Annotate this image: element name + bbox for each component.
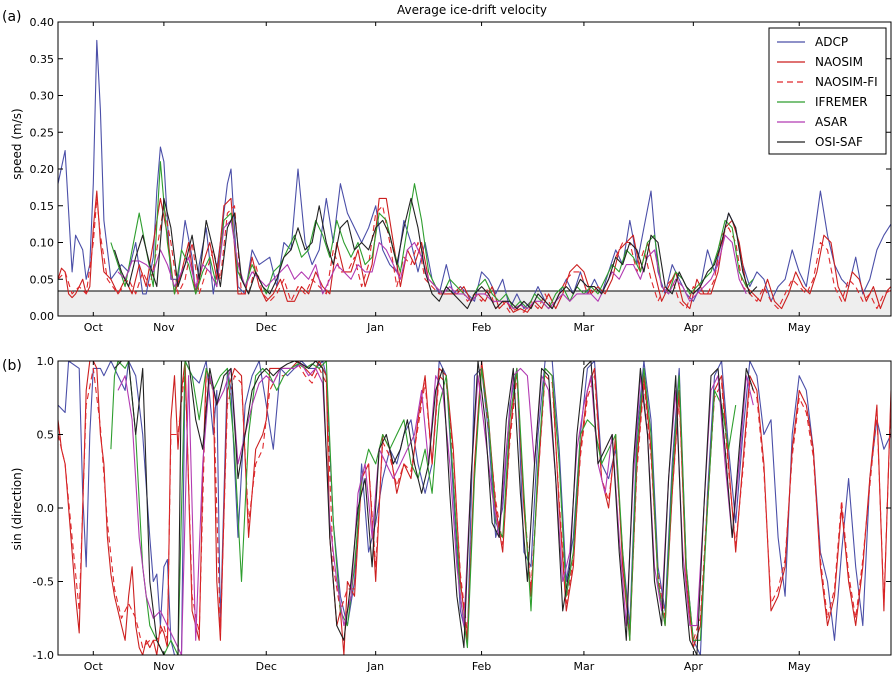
- series-line-asar: [117, 219, 747, 310]
- legend-label-naosim: NAOSIM: [815, 55, 863, 69]
- panel-b-letter: (b): [2, 358, 22, 374]
- legend-label-ifremer: IFREMER: [815, 95, 868, 109]
- legend-label-naosim-fi: NAOSIM-FI: [815, 75, 878, 89]
- x-tick-label-feb: Feb: [472, 321, 491, 334]
- x-tick-label-mar: Mar: [574, 321, 595, 334]
- x-tick-label-oct: Oct: [84, 660, 104, 673]
- y-tick-label: 0.40: [30, 16, 55, 29]
- y-tick-label: 0.5: [37, 429, 55, 442]
- panel-b-plot-area: -1.0 -0.5 0.0 0.5 1.0 Oct Nov Dec Jan Feb Mar Apr Ma…: [33, 355, 892, 673]
- panel-a-letter: (a): [2, 9, 22, 25]
- x-tick-label-nov: Nov: [153, 321, 175, 334]
- x-tick-label-dec: Dec: [256, 321, 277, 334]
- x-tick-label-mar: Mar: [574, 660, 595, 673]
- y-tick-label: 0.05: [30, 273, 55, 286]
- legend-box: [768, 27, 887, 155]
- y-tick-label: 0.35: [30, 53, 55, 66]
- y-tick-label: -1.0: [33, 649, 54, 662]
- x-tick-label-jan: Jan: [366, 321, 384, 334]
- legend-label-osi-saf: OSI-SAF: [815, 135, 863, 149]
- y-tick-label: 0.10: [30, 237, 55, 250]
- y-tick-label: 0.15: [30, 200, 55, 213]
- y-tick-label: 0.0: [37, 502, 55, 515]
- x-tick-label-oct: Oct: [84, 321, 104, 334]
- series-group: [58, 39, 891, 313]
- y-tick-label: 1.0: [37, 355, 55, 368]
- figure-title: Average ice-drift velocity: [397, 3, 547, 17]
- y-tick-label: 0.20: [30, 163, 55, 176]
- panel-b: (b) sin (direction) -1.0 -0.5 0.0 0.5 1.0 Oct…: [2, 355, 892, 673]
- y-tick-label: 0.30: [30, 90, 55, 103]
- y-tick-label: -0.5: [33, 576, 54, 589]
- series-line-osi-saf: [114, 361, 754, 655]
- legend: ADCP NAOSIM NAOSIM-FI IFREMER ASAR OSI-SAF: [768, 27, 887, 155]
- panel-a: (a) speed (m/s) 0.00 0.05 0.10 0.15 0.20 0.25…: [2, 9, 892, 334]
- legend-label-asar: ASAR: [815, 115, 848, 129]
- legend-label-adcp: ADCP: [815, 35, 848, 49]
- x-tick-label-dec: Dec: [256, 660, 277, 673]
- series-line-osi-saf: [113, 197, 758, 310]
- y-tick-label: 0.25: [30, 126, 55, 139]
- x-tick-label-may: May: [788, 660, 811, 673]
- panel-b-ylabel: sin (direction): [10, 468, 24, 551]
- series-group: [58, 361, 891, 655]
- y-tick-label: 0.00: [30, 310, 55, 323]
- panel-a-plot-area: 0.00 0.05 0.10 0.15 0.20 0.25 0.30 0.35 0.40 Oct N…: [30, 16, 892, 334]
- x-tick-label-nov: Nov: [153, 660, 175, 673]
- x-tick-label-apr: Apr: [684, 321, 704, 334]
- x-tick-label-feb: Feb: [472, 660, 491, 673]
- x-tick-label-jan: Jan: [366, 660, 384, 673]
- x-tick-label-may: May: [788, 321, 811, 334]
- panel-a-ylabel: speed (m/s): [10, 108, 24, 179]
- x-tick-label-apr: Apr: [684, 660, 704, 673]
